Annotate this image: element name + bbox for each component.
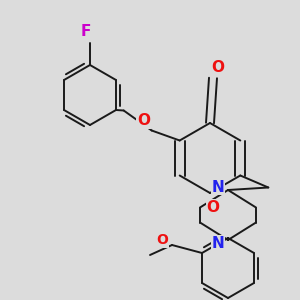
Text: O: O bbox=[206, 200, 220, 214]
Text: O: O bbox=[156, 233, 168, 247]
Text: N: N bbox=[212, 236, 224, 250]
Text: O: O bbox=[212, 61, 224, 76]
Text: N: N bbox=[212, 179, 224, 194]
Text: O: O bbox=[137, 113, 150, 128]
Text: F: F bbox=[81, 23, 91, 38]
